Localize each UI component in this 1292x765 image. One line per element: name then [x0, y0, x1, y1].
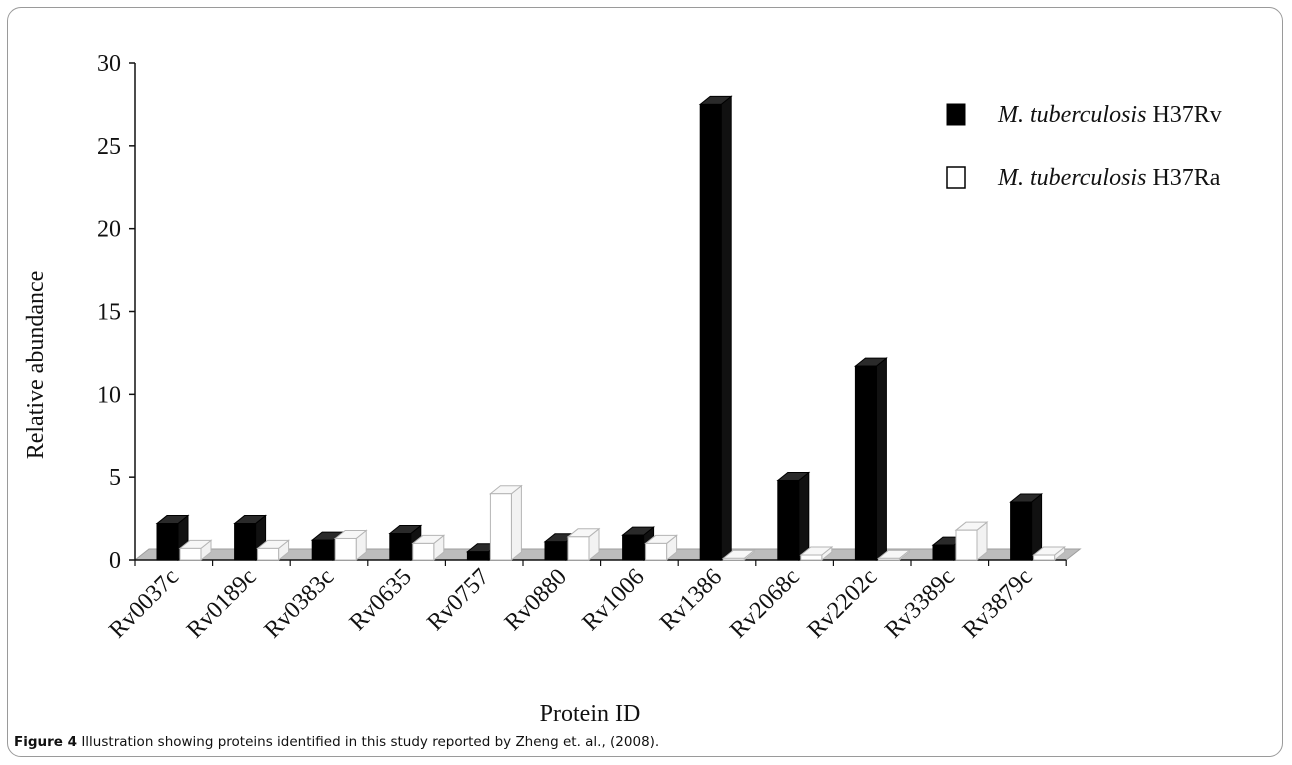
bar-h37ra-rv0383c: [333, 529, 368, 562]
bars: [134, 95, 1067, 566]
x-tick-label-rv3879c: Rv3879c: [958, 564, 1038, 644]
bar-h37ra-rv1386: [721, 549, 756, 562]
bar-h37rv-rv3879c: [1009, 492, 1044, 562]
bar-h37rv-rv2068c: [776, 471, 811, 562]
bar-h37ra-rv2068c-front: [800, 554, 823, 561]
x-tick-label-rv0757: Rv0757: [422, 564, 494, 636]
bar-h37ra-rv2068c: [799, 545, 834, 562]
legend-label-h37rv: M. tuberculosis H37Rv: [997, 102, 1222, 128]
y-tick-label: 5: [109, 465, 121, 491]
bar-h37rv-rv2202c: [853, 357, 888, 562]
bar-h37rv-rv0757-front: [466, 551, 489, 561]
bar-h37rv-rv0880-front: [544, 541, 567, 561]
y-tick-label: 15: [97, 300, 121, 326]
caption-label: Figure 4: [14, 734, 78, 750]
bar-h37ra-rv0189c-front: [257, 547, 280, 561]
bar-h37rv-rv0383c-front: [311, 539, 334, 561]
bar-h37ra-rv0757-front: [489, 493, 512, 561]
bar-h37rv-rv2202c-side: [875, 357, 887, 562]
bar-h37ra-rv1006: [644, 534, 679, 562]
y-tick-label: 30: [97, 51, 121, 77]
legend: M. tuberculosis H37Rv M. tuberculosis H3…: [946, 102, 1222, 191]
bar-h37rv-rv3879c-front: [1010, 501, 1033, 561]
bar-h37ra-rv0757-side: [510, 484, 522, 562]
bar-h37ra-rv3389c: [954, 521, 989, 562]
y-tick-label: 10: [97, 382, 121, 408]
bar-h37rv-rv1386-front: [699, 103, 722, 561]
bar-h37rv-rv0189c-front: [234, 523, 257, 561]
bar-h37ra-rv3879c: [1032, 545, 1067, 562]
legend-swatch-h37ra: [946, 166, 966, 189]
legend-swatch-h37rv: [946, 103, 966, 126]
y-axis-title: Relative abundance: [23, 271, 49, 460]
figure-frame: [7, 7, 1283, 757]
bar-h37ra-rv2202c: [876, 549, 911, 562]
bar-h37rv-rv2202c-front: [854, 365, 877, 561]
x-tick-label-rv0880: Rv0880: [500, 564, 572, 636]
y-tick-label: 0: [109, 548, 121, 574]
x-tick-label-rv0635: Rv0635: [345, 564, 417, 636]
x-axis-title: Protein ID: [540, 701, 641, 727]
bar-h37ra-rv0037c: [178, 539, 213, 562]
bar-h37ra-rv3389c-front: [955, 529, 978, 561]
bar-h37rv-rv1386: [698, 95, 733, 562]
bar-h37ra-rv0880-front: [567, 536, 590, 561]
y-axis: 0 5 10 15 20 25 30: [97, 51, 136, 574]
bar-h37ra-rv0757: [488, 484, 523, 562]
x-tick-label-rv1386: Rv1386: [655, 564, 727, 636]
y-tick-label: 20: [97, 217, 121, 243]
bar-h37rv-rv1006-front: [622, 534, 645, 561]
x-tick-label-rv2202c: Rv2202c: [803, 564, 883, 644]
x-tick-label-rv1006: Rv1006: [578, 564, 650, 636]
bar-h37rv-rv2068c-front: [777, 479, 800, 561]
bar-h37rv-rv0037c-front: [156, 523, 179, 561]
figure-caption: Figure 4 Illustration showing proteins i…: [14, 734, 659, 750]
bar-h37ra-rv0880: [566, 527, 601, 562]
bar-h37ra-rv0383c-front: [334, 537, 357, 561]
bar-h37ra-rv0037c-front: [179, 547, 202, 561]
caption-text: Illustration showing proteins identified…: [81, 734, 660, 750]
x-tick-label-rv2068c: Rv2068c: [725, 564, 805, 644]
x-tick-label-rv0189c: Rv0189c: [182, 564, 262, 644]
bar-h37rv-rv1386-side: [720, 95, 732, 562]
bar-h37ra-rv1006-front: [645, 542, 668, 561]
bar-h37ra-rv3879c-front: [1033, 554, 1056, 561]
legend-label-h37ra: M. tuberculosis H37Ra: [997, 165, 1221, 191]
bar-h37ra-rv0635-front: [412, 542, 435, 561]
bar-h37rv-rv3389c-front: [932, 544, 955, 561]
y-tick-label: 25: [97, 134, 121, 160]
bar-h37ra-rv2202c-front: [877, 557, 900, 561]
bar-h37rv-rv2068c-side: [798, 471, 810, 562]
bar-h37ra-rv0635: [411, 534, 446, 562]
x-tick-label-rv0383c: Rv0383c: [260, 564, 340, 644]
bar-h37ra-rv0189c: [256, 539, 291, 562]
bar-h37ra-rv1386-front: [722, 557, 745, 561]
bar-h37rv-rv0635-front: [389, 532, 412, 561]
x-tick-label-rv0037c: Rv0037c: [104, 564, 184, 644]
x-tick-label-rv3389c: Rv3389c: [880, 564, 960, 644]
